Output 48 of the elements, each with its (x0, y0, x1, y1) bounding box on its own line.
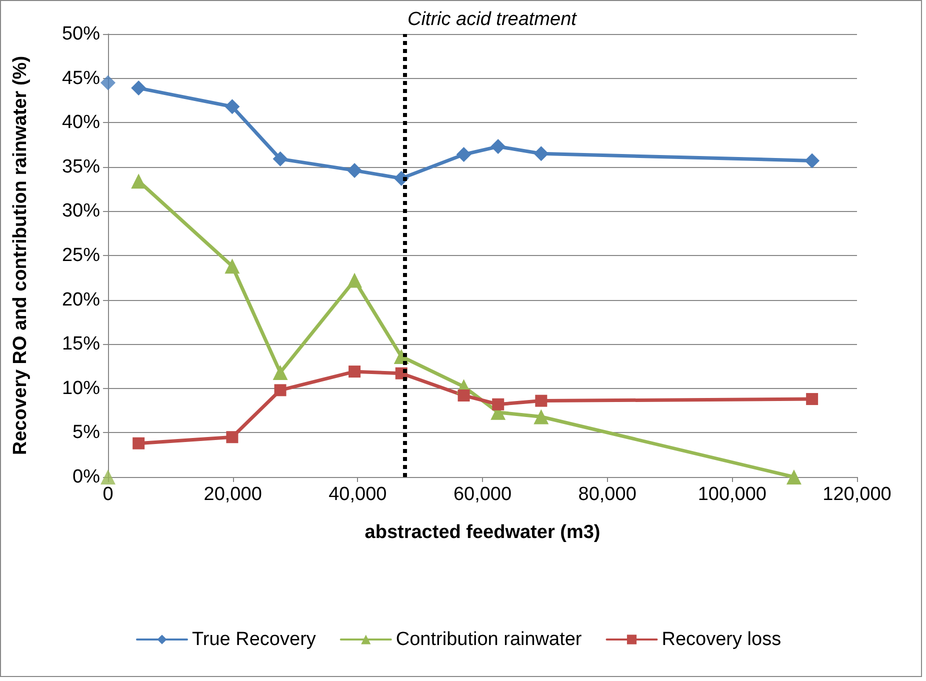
point (347, 162, 362, 178)
y-tick-label: 50% (62, 24, 100, 44)
point (534, 409, 549, 424)
point (490, 139, 506, 154)
y-tick-label: 5% (72, 422, 100, 444)
x-tick-label: 0 (102, 484, 114, 505)
y-tick-label: 25% (62, 245, 100, 266)
legend-label: Recovery loss (662, 629, 782, 650)
point (347, 272, 362, 288)
point (272, 151, 288, 166)
point (804, 153, 820, 168)
point (274, 384, 286, 396)
x-tick-label: 40,000 (328, 484, 387, 505)
x-tick-label: 100,000 (698, 484, 767, 505)
point (224, 99, 240, 114)
point (806, 393, 818, 406)
point (458, 389, 470, 402)
x-tick-label: 20,000 (204, 484, 262, 505)
point (131, 174, 146, 189)
point (272, 364, 288, 380)
y-tick-label: 45% (62, 68, 100, 89)
point (100, 75, 116, 90)
x-axis-title: abstracted feedwater (m3) (364, 522, 600, 543)
point (131, 80, 146, 96)
point (100, 470, 116, 484)
point (226, 431, 238, 444)
x-tick-label: 120,000 (822, 484, 892, 505)
y-tick-label: 10% (62, 378, 100, 399)
point (348, 366, 361, 378)
y-tick-label: 40% (62, 112, 100, 134)
point (224, 258, 240, 274)
point (534, 146, 549, 162)
point (535, 394, 548, 407)
y-tick-label: 20% (62, 289, 100, 310)
legend-label: True Recovery (192, 629, 316, 650)
y-tick-label: 0% (72, 466, 100, 488)
point (456, 146, 472, 162)
legend-label: Contribution rainwater (396, 629, 582, 650)
x-tick-label: 80,000 (578, 484, 636, 505)
y-tick-label: 15% (62, 334, 100, 355)
y-tick-label: 35% (62, 156, 100, 178)
point (786, 470, 802, 484)
point (492, 398, 504, 410)
y-tick-label: 30% (62, 200, 100, 222)
y-axis-title: Recovery RO and contribution rainwater (%) (10, 56, 31, 456)
ref-line-label: Citric acid treatment (407, 9, 578, 30)
x-tick-label: 60,000 (453, 484, 512, 505)
point (132, 437, 145, 450)
